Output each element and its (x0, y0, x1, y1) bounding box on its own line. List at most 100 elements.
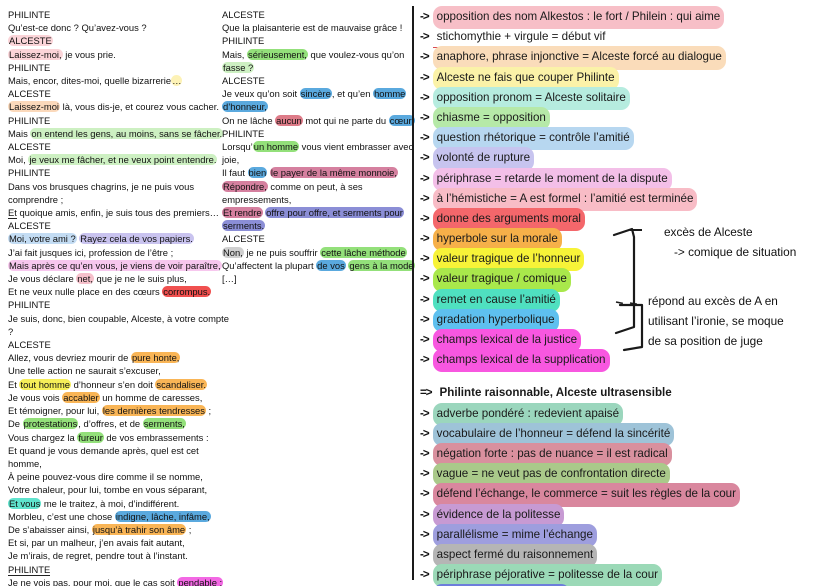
text-highlight: Non, (222, 246, 244, 258)
mid-text-verse-line: fasse ? (222, 61, 404, 74)
annotation-note-item: -> question rhétorique = contrôle l’amiti… (420, 127, 824, 151)
column-divider (412, 6, 414, 580)
annotation-note-item: -> aspect fermé du raisonnement (420, 543, 824, 568)
text-underline: PHILINTE (8, 563, 51, 576)
mid-text-speaker-line: PHILINTE (222, 35, 265, 47)
annotation-note-item: -> chiasme = opposition (420, 106, 824, 131)
annotation-note-item: -> périphrase = retarde le moment de la d… (420, 167, 824, 191)
left-text-speaker-line: ALCESTE (8, 339, 51, 351)
annotation-note-text: aspect fermé du raisonnement (432, 543, 598, 568)
mid-text-verse-line: empressements, (222, 193, 292, 205)
mid-text-speaker-line: PHILINTE (222, 127, 265, 139)
mid-text-speaker-line: ALCESTE (222, 75, 265, 87)
left-text-verse-line: Qu’est-ce donc ? Qu’avez-vous ? (8, 22, 147, 34)
left-text-verse-line: Mais après ce qu’en vous, je viens de vo… (8, 259, 222, 272)
mid-text-verse-line: joie, (222, 154, 240, 166)
annotation-note-text: opposition pronom = Alceste solitaire (432, 86, 630, 110)
text-highlight: je veux me fâcher, et ne veux point ente… (28, 154, 218, 166)
left-text-verse-line: Et vous me le traitez, à moi, d’indiffér… (8, 497, 180, 509)
text-highlight: sincère (299, 88, 332, 100)
play-text-column-middle: ALCESTE Que la plaisanterie est de mauvai… (222, 8, 415, 285)
bracket-upper-line2: -> comique de situation (674, 245, 797, 259)
left-text-verse-line: J’ai fait jusques ici, profession de l’ê… (8, 246, 174, 258)
bracket-upper (612, 227, 642, 335)
mid-text-verse-line: […] (222, 273, 237, 285)
left-text-verse-line: Dans vos brusques chagrins, je ne puis v… (8, 180, 195, 192)
left-text-verse-line: comprendre ; (8, 193, 64, 205)
text-highlight: Mais après ce qu’en vous, je viens de vo… (8, 259, 222, 271)
annotation-note-item: -> à l’hémistiche = A est formel : l’amit… (420, 187, 824, 211)
text-highlight: aucun (275, 114, 303, 126)
annotation-note-item: -> valeur tragique / comique (420, 268, 824, 292)
text-highlight: serments. (222, 220, 266, 232)
arrow-icon: -> (420, 50, 430, 64)
text-highlight: pendable ; (177, 576, 224, 586)
left-text-verse-line: Et quoique amis, enfin, je suis tous des… (8, 207, 220, 220)
arrow-icon: -> (420, 110, 430, 124)
arrow-icon: -> (420, 90, 430, 104)
left-text-speaker-line: ALCESTE (8, 220, 51, 232)
text-highlight: corrompus. (162, 286, 212, 298)
arrow-icon: -> (420, 252, 430, 266)
left-text-verse-line: Mais on entend les gens, au moins, sans … (8, 127, 224, 139)
left-text-verse-line: ? (8, 325, 14, 337)
left-text-verse-line: Je suis, donc, bien coupable, Alceste, à… (8, 312, 229, 324)
arrow-icon: -> (420, 353, 430, 367)
left-text-verse-line: Et si, par un malheur, j’en avais fait a… (8, 537, 185, 549)
arrow-icon: -> (420, 487, 430, 501)
mid-text-verse-line: Que la plaisanterie est de mauvaise grâc… (222, 22, 403, 34)
bracket-lower (615, 301, 644, 352)
left-text-verse-line: Moi, je veux me fâcher, et ne veux point… (8, 154, 218, 166)
text-highlight: protestations (22, 418, 79, 430)
annotation-note-item: -> donne des arguments moral (420, 207, 824, 232)
left-text-verse-line: Votre chaleur, pour lui, tombe en vous s… (8, 484, 208, 496)
annotation-note-text: gradation hyperbolique (432, 308, 559, 333)
left-text-verse-line: De s’abaisser ainsi, jusqu’à trahir son … (8, 523, 192, 535)
text-highlight: de vos (316, 259, 346, 271)
annotation-note-text: anaphore, phrase injonctive = Alceste fo… (432, 46, 726, 70)
mid-text-verse-line: Répondre, comme on peut, à ses (222, 180, 363, 192)
text-highlight: le payer de la même monnoie, (269, 167, 398, 179)
annotation-note-text: Alceste se dissocie d’eux (432, 584, 571, 586)
left-text-verse-line: Je ne vois pas, pour moi, que le cas soi… (8, 576, 224, 586)
text-highlight: cette lâche méthode (320, 246, 407, 258)
arrow-icon: -> (420, 467, 430, 481)
arrow-icon: -> (420, 426, 430, 440)
text-highlight: d’honneur, (222, 101, 268, 113)
text-highlight: bien (247, 167, 268, 179)
annotation-note-text: négation forte : pas de nuance = il est … (432, 442, 672, 467)
annotation-note-text: remet en cause l’amitié (432, 288, 560, 312)
arrow-icon: -> (420, 272, 430, 286)
left-text-verse-line: Moi, votre ami ? Rayez cela de vos papie… (8, 232, 213, 245)
text-highlight: net, (76, 273, 94, 285)
annotation-note-text: évidence de la politesse (432, 503, 565, 527)
left-text-speaker-line: PHILINTE (8, 563, 213, 576)
arrow-icon: => (420, 386, 433, 400)
text-highlight: scandaliser. (155, 378, 207, 390)
bracket-upper-text: excès de Alceste -> comique de situation (664, 222, 828, 262)
annotation-note-item: -> valeur tragique de l’honneur (420, 248, 824, 272)
annotation-note-item: => Philinte raisonnable, Alceste ultrasen… (420, 382, 824, 402)
annotation-note-text: valeur tragique de l’honneur (432, 248, 585, 272)
left-text-verse-line: Je m’irais, de regret, pendre tout à l’i… (8, 550, 188, 562)
left-text-speaker-line: ALCESTE (8, 34, 213, 47)
annotation-note-item: -> gradation hyperbolique (420, 308, 824, 333)
mid-text-verse-line: Il faut bien le payer de la même monnoie… (222, 167, 398, 179)
annotation-note-item: -> opposition des nom Alkestos : le fort … (420, 6, 824, 30)
annotation-note-item: -> opposition pronom = Alceste solitaire (420, 86, 824, 110)
left-text-verse-line: homme, (8, 457, 42, 469)
annotation-note-text: parallélisme = mime l’échange (432, 523, 597, 547)
annotation-note-text: vocabulaire de l’honneur = défend la sin… (432, 422, 675, 446)
arrow-icon: -> (420, 211, 430, 225)
bracket-lower-line1: répond au excès de A en (648, 294, 778, 308)
mid-text-speaker-line: ALCESTE (222, 233, 265, 245)
text-highlight: … (171, 75, 183, 87)
text-highlight: un homme (252, 141, 300, 153)
annotation-note-item: -> anaphore, phrase injonctive = Alceste … (420, 46, 824, 70)
play-text-column-left: PHILINTE Qu’est-ce donc ? Qu’avez-vous ? A… (8, 8, 229, 586)
arrow-icon: -> (420, 527, 430, 541)
text-highlight: Laissez-moi (8, 101, 61, 113)
bracket-lower-line3: de sa position de juge (648, 334, 763, 348)
annotation-note-text: vague = ne veut pas de confrontation dir… (432, 463, 670, 487)
